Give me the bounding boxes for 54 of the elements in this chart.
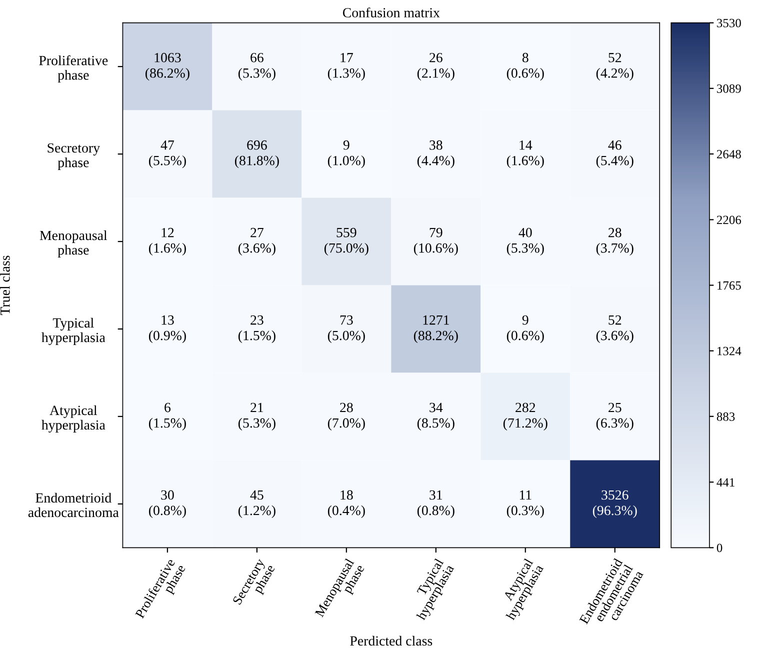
data-label: 27 (3.6%) bbox=[238, 228, 276, 256]
data-label: 28 (7.0%) bbox=[328, 402, 365, 431]
data-label: 25 (6.3%) bbox=[596, 402, 634, 431]
color-bar-label: 0 bbox=[716, 544, 722, 552]
data-label: 9 (1.0%) bbox=[328, 140, 365, 168]
x-axis-title: Perdicted class bbox=[350, 636, 432, 646]
y-tick-label: Menopausal phase bbox=[40, 230, 108, 258]
data-label: 13 (0.9%) bbox=[148, 315, 186, 344]
color-bar-label: 2206 bbox=[716, 216, 742, 224]
color-bar-label: 3089 bbox=[717, 84, 741, 93]
data-label: 23 (1.5%) bbox=[238, 315, 276, 344]
y-tick-label: Proliferative phase bbox=[39, 55, 108, 83]
data-label: 46 (5.4%) bbox=[596, 140, 634, 168]
data-label: 26 (2.1%) bbox=[417, 52, 454, 81]
chart-title: Confusion matrix bbox=[342, 7, 440, 18]
data-label: 28 (3.7%) bbox=[596, 228, 634, 256]
data-label: 559 (75.0%) bbox=[324, 228, 368, 256]
y-axis-title: Truel class bbox=[0, 256, 10, 316]
data-label: 8 (0.6%) bbox=[506, 52, 544, 81]
data-label: 52 (3.6%) bbox=[596, 315, 634, 344]
color-bar-label: 441 bbox=[716, 478, 734, 486]
y-tick-label: Secretory phase bbox=[48, 143, 100, 170]
data-label: 52 (4.2%) bbox=[596, 52, 634, 81]
data-label: 40 (5.3%) bbox=[506, 228, 544, 256]
data-label: 12 (1.6%) bbox=[148, 228, 186, 256]
data-label: 1063 (86.2%) bbox=[146, 52, 190, 81]
data-label: 47 (5.5%) bbox=[148, 140, 186, 168]
data-label: 31 (0.8%) bbox=[417, 490, 454, 518]
y-tick-label: Atypical hyperplasia bbox=[42, 405, 106, 433]
data-label: 11 (0.3%) bbox=[506, 490, 544, 518]
data-label: 73 (5.0%) bbox=[328, 315, 365, 344]
data-label: 21 (5.3%) bbox=[238, 402, 276, 431]
color-bar-label: 1324 bbox=[718, 346, 742, 356]
data-label: 282 (71.2%) bbox=[503, 402, 548, 431]
data-label: 30 (0.8%) bbox=[148, 490, 186, 518]
data-label: 17 (1.3%) bbox=[328, 52, 365, 81]
data-label: 45 (1.2%) bbox=[238, 490, 276, 518]
data-label: 1271 (88.2%) bbox=[414, 315, 458, 344]
y-tick-label: Endometrioid adenocarcinoma bbox=[28, 492, 119, 518]
color-bar-label: 3530 bbox=[717, 18, 741, 28]
data-label: 38 (4.4%) bbox=[417, 140, 454, 168]
data-label: 14 (1.6%) bbox=[506, 140, 544, 168]
data-label: 6 (1.5%) bbox=[148, 402, 186, 431]
data-label: 66 (5.3%) bbox=[238, 52, 276, 81]
data-label: 18 (0.4%) bbox=[328, 490, 365, 518]
y-tick-label: Typical hyperplasia bbox=[42, 318, 106, 346]
data-label: 79 (10.6%) bbox=[414, 228, 458, 256]
color-bar-label: 883 bbox=[716, 412, 735, 421]
color-bar-label: 2648 bbox=[716, 150, 741, 158]
data-label: 696 (81.8%) bbox=[234, 140, 279, 168]
data-label: 9 (0.6%) bbox=[506, 315, 544, 344]
color-bar-label: 1765 bbox=[718, 281, 741, 290]
data-label: 3526 (96.3%) bbox=[592, 490, 637, 518]
data-label: 34 (8.5%) bbox=[417, 402, 454, 431]
